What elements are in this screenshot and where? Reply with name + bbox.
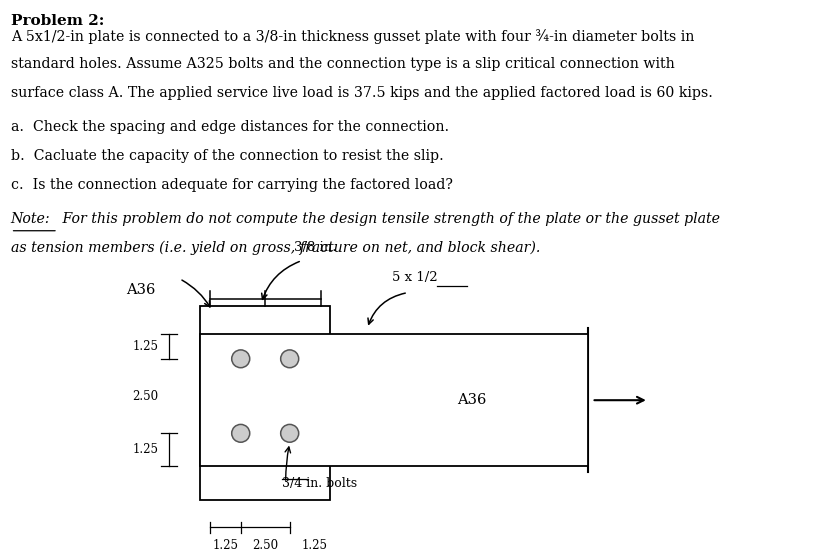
Text: 1.25: 1.25 (132, 340, 158, 353)
Text: Problem 2:: Problem 2: (11, 14, 104, 28)
Text: 1.25: 1.25 (301, 539, 327, 552)
Text: b.  Cacluate the capacity of the connection to resist the slip.: b. Cacluate the capacity of the connecti… (11, 149, 443, 163)
Text: surface class A. The applied service live load is 37.5 kips and the applied fact: surface class A. The applied service liv… (11, 86, 712, 100)
Text: Note:: Note: (11, 212, 51, 226)
Ellipse shape (281, 424, 299, 442)
Text: For this problem do not compute the design tensile strength of the plate or the : For this problem do not compute the desi… (58, 212, 720, 226)
Text: c.  Is the connection adequate for carrying the factored load?: c. Is the connection adequate for carryi… (11, 178, 453, 192)
Bar (200, 306, 330, 500)
Text: as tension members (i.e. yield on gross, fracture on net, and block shear).: as tension members (i.e. yield on gross,… (11, 241, 540, 255)
Text: 5 x 1/2: 5 x 1/2 (392, 271, 437, 284)
Ellipse shape (232, 350, 250, 368)
Text: 1.25: 1.25 (212, 539, 238, 552)
Text: A36: A36 (126, 283, 156, 297)
Bar (200, 334, 588, 466)
Text: 1.25: 1.25 (132, 443, 158, 457)
Text: 2.50: 2.50 (252, 539, 278, 552)
Text: 3/8 in.: 3/8 in. (294, 241, 336, 254)
Ellipse shape (281, 350, 299, 368)
Text: A 5x1/2-in plate is connected to a 3/8-in thickness gusset plate with four ¾-in : A 5x1/2-in plate is connected to a 3/8-i… (11, 29, 694, 44)
Text: a.  Check the spacing and edge distances for the connection.: a. Check the spacing and edge distances … (11, 120, 449, 134)
Text: 2.50: 2.50 (132, 390, 158, 402)
Text: 3/4 in. bolts: 3/4 in. bolts (282, 477, 357, 491)
Ellipse shape (232, 424, 250, 442)
Text: standard holes. Assume A325 bolts and the connection type is a slip critical con: standard holes. Assume A325 bolts and th… (11, 57, 674, 71)
Text: A36: A36 (457, 393, 486, 407)
